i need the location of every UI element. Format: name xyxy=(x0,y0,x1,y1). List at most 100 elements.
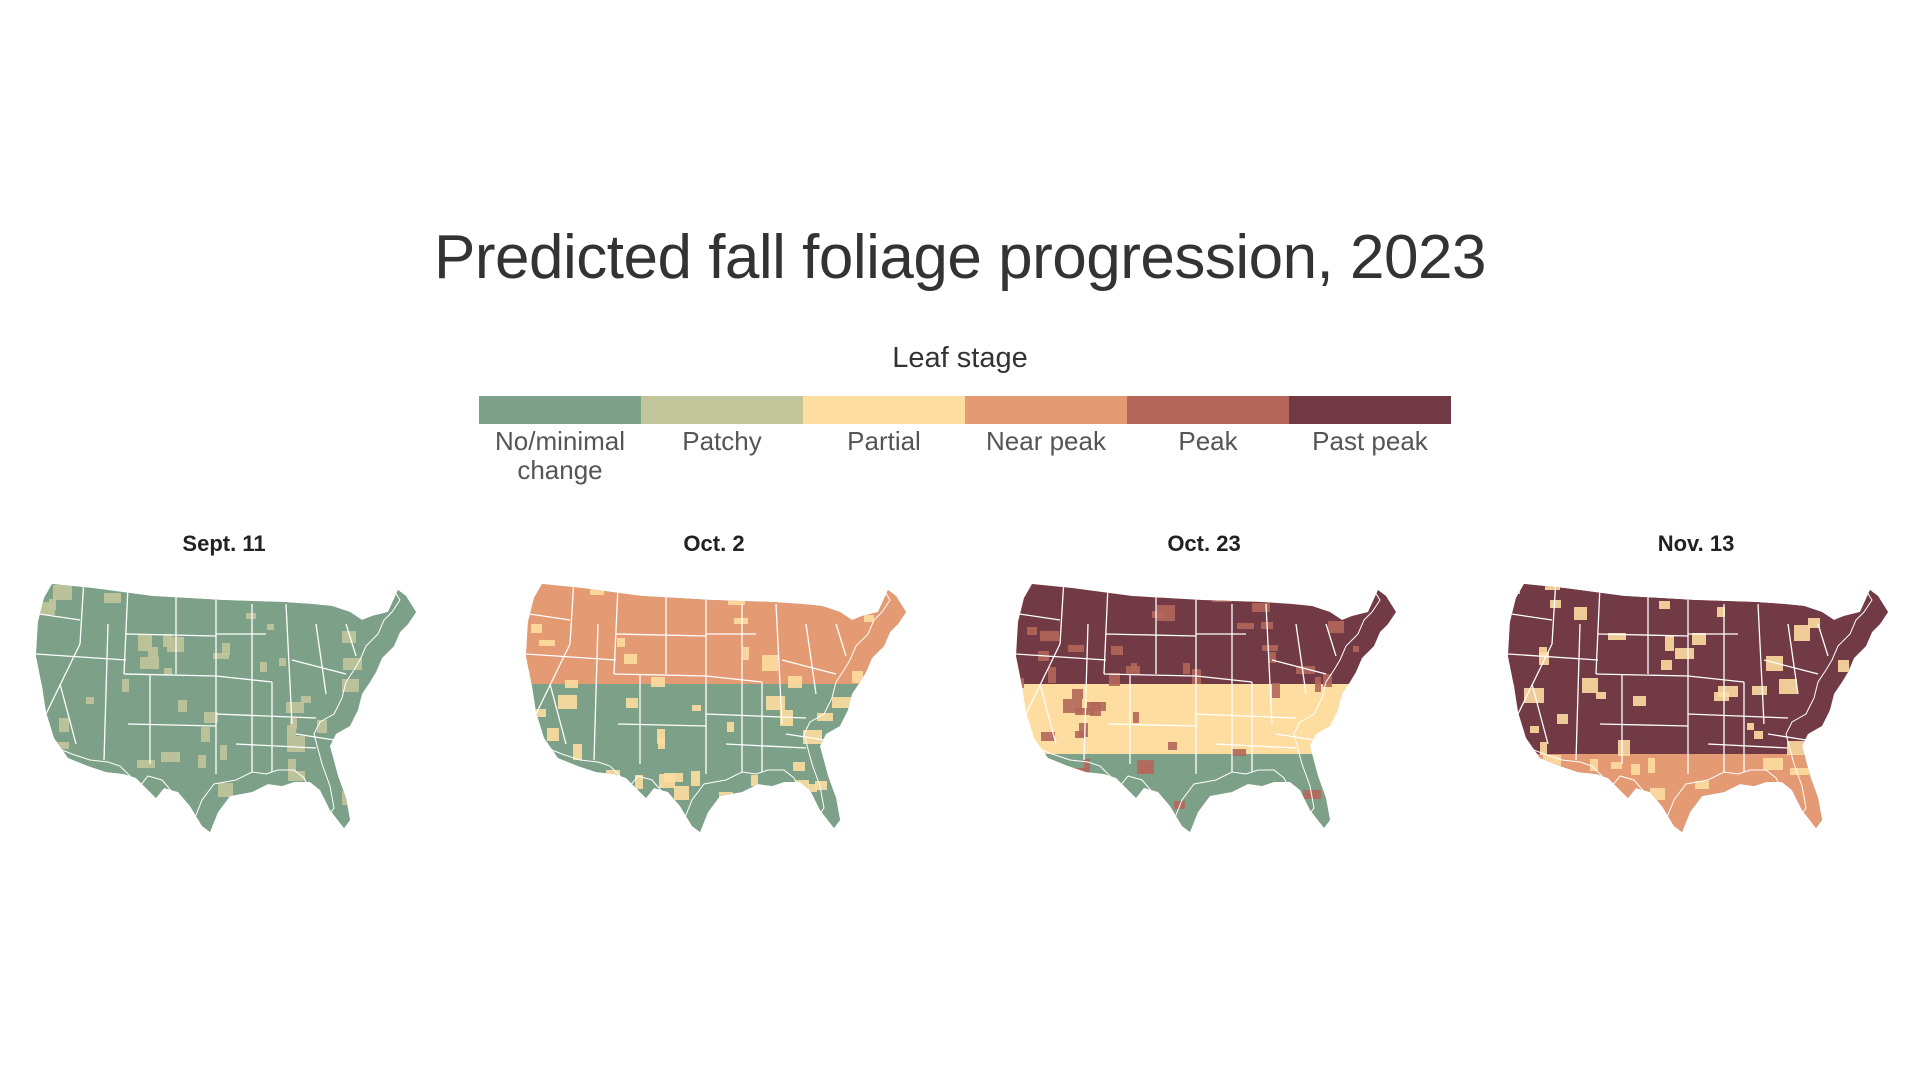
map-patch xyxy=(1539,778,1558,791)
map-patch xyxy=(642,584,649,591)
state-border xyxy=(613,673,707,677)
state-border xyxy=(215,713,317,719)
map-patch xyxy=(201,727,210,742)
state-border xyxy=(1575,623,1581,761)
us-outline xyxy=(1491,571,1873,821)
state-border xyxy=(1059,584,1065,645)
state-border xyxy=(1517,643,1553,715)
map-patch xyxy=(1633,696,1646,706)
state-border xyxy=(36,653,127,661)
map-patch xyxy=(1611,762,1622,769)
state-border xyxy=(1325,623,1337,657)
map-patch xyxy=(288,759,296,774)
map-patch xyxy=(287,725,296,736)
map-patch xyxy=(1353,646,1359,652)
map-patch xyxy=(1574,607,1587,620)
map-patch xyxy=(1183,663,1190,674)
map-patch xyxy=(1140,764,1151,773)
us-outline xyxy=(19,571,401,821)
state-border xyxy=(1508,611,1553,621)
map-patch xyxy=(1845,757,1858,773)
map-patch xyxy=(817,713,833,721)
state-border xyxy=(1016,653,1107,661)
map-patch xyxy=(1146,565,1166,580)
map-patch xyxy=(538,784,556,797)
state-border xyxy=(1295,623,1307,695)
map-patch xyxy=(1232,749,1246,756)
map-patch xyxy=(122,679,129,692)
map-patch xyxy=(691,771,700,786)
map-patch xyxy=(1315,677,1321,692)
map-patch xyxy=(531,624,542,633)
state-border xyxy=(1757,603,1765,725)
map-patch xyxy=(1075,708,1094,715)
map-patch xyxy=(1648,758,1655,773)
map-patch xyxy=(651,677,665,687)
state-border xyxy=(725,743,807,749)
map-patch xyxy=(1572,796,1579,804)
map-patch xyxy=(1016,797,1020,805)
us-outline xyxy=(509,571,891,821)
map-patch xyxy=(624,654,637,664)
map-patch xyxy=(1717,607,1725,617)
legend-label-partial: Partial xyxy=(847,426,921,456)
map-patch xyxy=(317,720,327,733)
map-patch xyxy=(832,697,851,708)
map-patch xyxy=(222,643,230,655)
map-patch xyxy=(1754,731,1763,739)
state-border xyxy=(1103,585,1109,675)
map-patch xyxy=(1540,742,1547,755)
map-patch xyxy=(621,798,630,806)
map-patch xyxy=(342,631,356,643)
legend-swatch-partial xyxy=(803,396,965,424)
map-patch xyxy=(1049,801,1060,812)
legend-swatch-peak xyxy=(1127,396,1289,424)
map-patch xyxy=(246,613,256,619)
map-patch xyxy=(1168,742,1177,750)
state-border xyxy=(36,611,81,621)
map-patch xyxy=(765,794,777,803)
map-patch xyxy=(635,775,643,789)
state-border xyxy=(235,743,317,749)
map-patch xyxy=(161,752,180,762)
map-patch xyxy=(1006,624,1012,636)
map-patch xyxy=(657,729,665,744)
map-patch xyxy=(61,777,71,784)
state-border xyxy=(535,643,571,715)
map-patch xyxy=(1252,603,1270,612)
map-patch xyxy=(384,776,395,783)
map-patch xyxy=(815,781,827,790)
map-patch xyxy=(148,647,158,658)
map-patch xyxy=(1650,788,1665,800)
map-patch xyxy=(1040,631,1059,641)
state-borders xyxy=(1016,584,1337,774)
map-patch xyxy=(1752,686,1767,695)
state-border xyxy=(127,723,217,727)
map-patch xyxy=(1070,768,1086,784)
legend-label-near-peak: Near peak xyxy=(986,426,1106,456)
map-patch xyxy=(795,780,809,795)
map-patch xyxy=(1550,600,1561,608)
map-patch xyxy=(762,794,768,808)
map-patch xyxy=(1536,774,1548,782)
map-patch xyxy=(1539,652,1549,665)
state-border xyxy=(617,723,707,727)
map-patch xyxy=(1237,623,1254,629)
map-patch xyxy=(1543,755,1561,766)
map-patch xyxy=(342,791,354,805)
us-map-oct-23 xyxy=(999,565,1396,832)
map-patch xyxy=(727,722,734,732)
map-patch xyxy=(164,668,172,675)
state-border xyxy=(1687,675,1745,683)
us-outline xyxy=(999,571,1381,821)
state-border xyxy=(345,623,357,657)
state-border xyxy=(1195,713,1297,719)
legend-swatch-no-minimal-change xyxy=(479,396,641,424)
legend-label-peak: Peak xyxy=(1178,426,1238,456)
map-patch xyxy=(1079,723,1088,737)
map-patch xyxy=(1747,723,1754,730)
map-patch xyxy=(356,566,372,577)
map-patch xyxy=(1552,790,1560,804)
map-patch xyxy=(590,584,604,595)
state-border xyxy=(123,673,217,677)
